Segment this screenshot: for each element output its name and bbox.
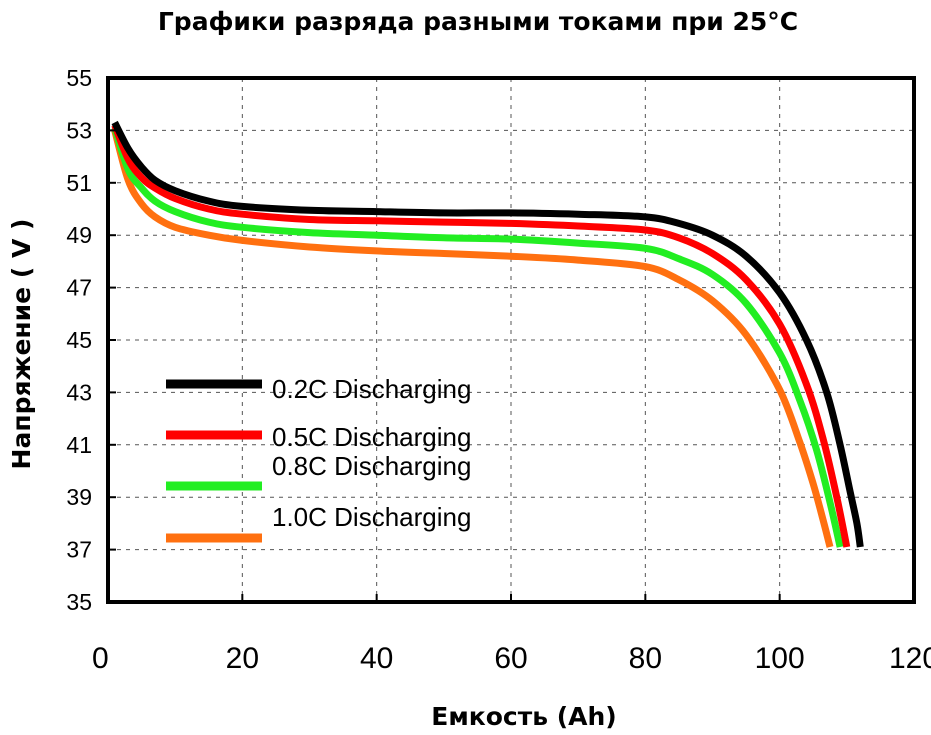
series-line-0-2c-discharging <box>111 120 864 548</box>
legend-label: 0.2C Discharging <box>272 374 471 404</box>
x-tick-label: 0 <box>92 642 109 675</box>
y-tick-label: 55 <box>66 65 92 91</box>
curves <box>111 120 864 548</box>
y-tick-label: 47 <box>66 275 92 301</box>
y-tick-label: 51 <box>66 170 92 196</box>
y-tick-label: 41 <box>66 432 92 458</box>
y-tick-label: 49 <box>66 222 92 248</box>
legend-label: 0.8C Discharging <box>272 451 471 481</box>
x-axis-ticks: 0 20 40 60 80 100 120 <box>92 594 931 675</box>
legend-label: 1.0C Discharging <box>272 502 471 532</box>
y-tick-label: 43 <box>66 379 92 405</box>
y-tick-label: 45 <box>66 327 92 353</box>
legend-label: 0.5C Discharging <box>272 422 471 452</box>
x-tick-label: 60 <box>494 642 527 675</box>
x-tick-label: 80 <box>629 642 662 675</box>
y-tick-label: 53 <box>66 117 92 143</box>
grid <box>108 78 914 602</box>
x-tick-label: 100 <box>755 642 805 675</box>
y-tick-label: 37 <box>66 537 92 563</box>
y-axis-label: Напряжение ( V ) <box>7 219 36 470</box>
x-tick-label: 20 <box>226 642 259 675</box>
series-line-0-8c-discharging <box>111 126 844 548</box>
chart-title: Графики разряда разными токами при 25°С <box>158 7 798 36</box>
series-line-1-0c-discharging <box>111 129 834 548</box>
x-tick-label: 120 <box>889 642 931 675</box>
y-tick-label: 35 <box>66 589 92 615</box>
x-axis-label: Емкость (Ah) <box>431 702 616 731</box>
series-line-0-5c-discharging <box>111 123 851 548</box>
x-tick-label: 40 <box>360 642 393 675</box>
y-axis-ticks: 35 37 39 41 43 45 47 49 51 53 55 <box>66 65 116 615</box>
y-tick-label: 39 <box>66 484 92 510</box>
